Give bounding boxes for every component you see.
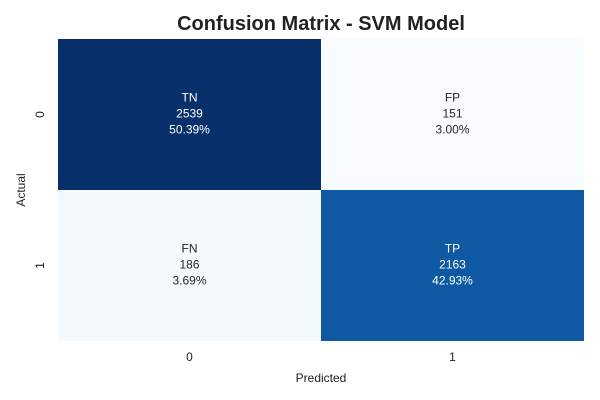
heatmap-cell-fp	[321, 39, 584, 190]
x-axis-label: Predicted	[296, 371, 347, 385]
y-tick-label: 1	[33, 262, 47, 269]
heatmap-cell-fn	[58, 190, 321, 341]
cell-percent-fn: 3.69%	[172, 274, 206, 288]
cell-label-fp: FP	[445, 91, 460, 105]
cell-percent-fp: 3.00%	[435, 123, 469, 137]
x-tick-label: 1	[449, 350, 456, 364]
heatmap-cells: TN 2539 50.39% FP 151 3.00% FN 186 3.69% TP 2163 42…	[58, 39, 584, 341]
cell-count-tn: 2539	[176, 107, 203, 121]
heatmap-cell-tp	[321, 190, 584, 341]
axis-ticks: 0 1 0 1	[33, 111, 456, 364]
cell-count-tp: 2163	[439, 258, 466, 272]
cell-count-fn: 186	[179, 258, 199, 272]
x-tick-label: 0	[186, 350, 193, 364]
cell-label-fn: FN	[182, 242, 198, 256]
heatmap-cell-tn	[58, 39, 321, 190]
y-tick-label: 0	[33, 111, 47, 118]
y-axis-label: Actual	[14, 173, 28, 206]
cell-count-fp: 151	[442, 107, 462, 121]
cell-percent-tp: 42.93%	[432, 274, 473, 288]
cell-label-tp: TP	[445, 242, 460, 256]
cell-percent-tn: 50.39%	[169, 123, 210, 137]
cell-label-tn: TN	[182, 91, 198, 105]
chart-title: Confusion Matrix - SVM Model	[177, 13, 465, 35]
